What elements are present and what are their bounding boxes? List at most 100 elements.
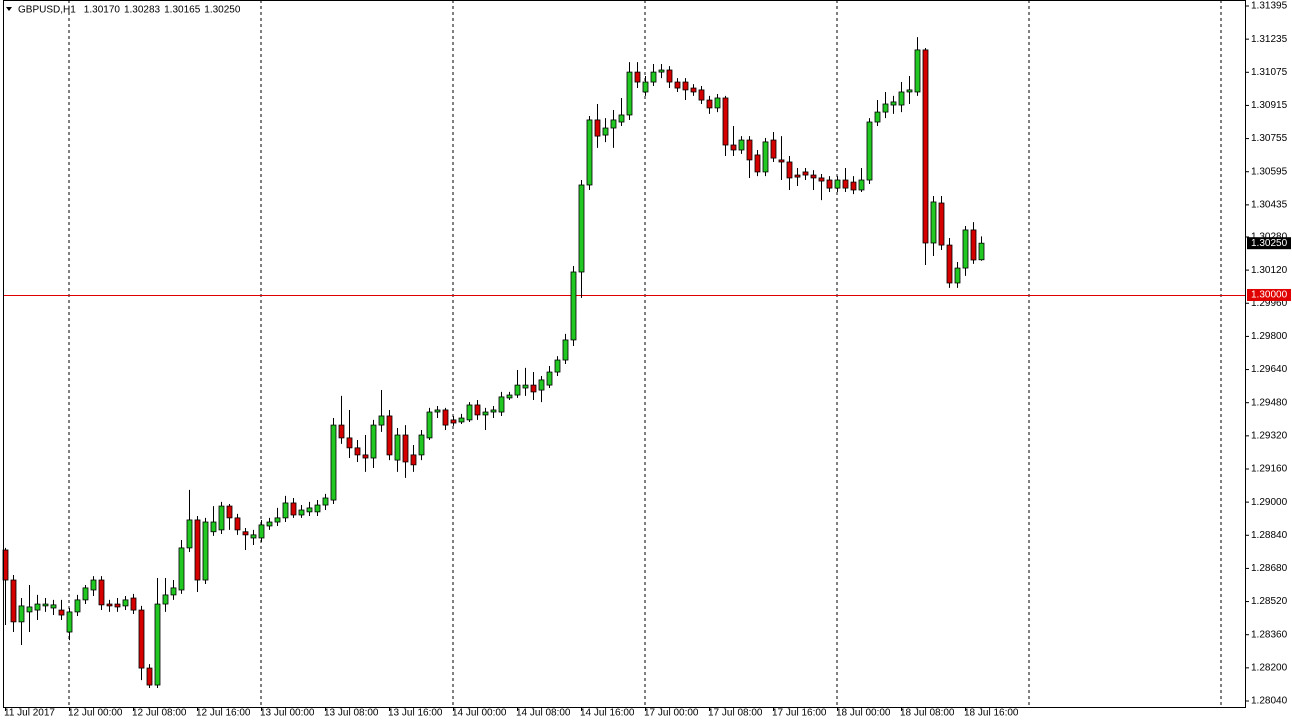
y-tick-label: 1.31075	[1251, 67, 1288, 78]
y-tick-label: 1.29640	[1251, 364, 1288, 375]
candle-body	[794, 174, 801, 178]
y-tick-label: 1.29160	[1251, 464, 1288, 475]
y-tick-label: 1.28520	[1251, 596, 1288, 607]
candle-body	[114, 603, 121, 608]
candle-body	[922, 49, 929, 244]
candle-body	[50, 604, 57, 609]
x-tick-label: 11 Jul 2017	[4, 708, 55, 719]
candle-body	[898, 91, 905, 106]
candle-body	[282, 502, 289, 519]
candle-body	[602, 127, 609, 136]
candle-body	[810, 174, 817, 179]
candle-body	[578, 184, 585, 273]
candle-body	[34, 603, 41, 611]
candle-body	[786, 161, 793, 179]
candle-body	[834, 179, 841, 189]
candle-body	[370, 424, 377, 459]
x-tick-label: 18 Jul 08:00	[900, 708, 955, 719]
candle-body	[226, 505, 233, 519]
y-tick-label: 1.31395	[1251, 1, 1288, 12]
candle-body	[258, 524, 265, 539]
candle-body	[890, 101, 897, 106]
candle-body	[618, 114, 625, 123]
candle-body	[234, 517, 241, 531]
candle-body	[18, 605, 25, 623]
y-tick-label: 1.30915	[1251, 100, 1288, 111]
candle-body	[402, 434, 409, 463]
candle-body	[970, 229, 977, 261]
candle-body	[562, 339, 569, 361]
y-tick-label: 1.30280	[1251, 232, 1288, 243]
y-tick-label: 1.30755	[1251, 133, 1288, 144]
candle-body	[650, 71, 657, 83]
candle-body	[722, 97, 729, 146]
candle-body	[530, 384, 537, 393]
candle-body	[362, 454, 369, 459]
candle-body	[434, 409, 441, 413]
candle-body	[26, 606, 33, 613]
candle-body	[634, 71, 641, 83]
candle-body	[554, 359, 561, 373]
candle-body	[66, 611, 73, 633]
x-tick-label: 17 Jul 00:00	[644, 708, 699, 719]
x-tick-label: 12 Jul 08:00	[132, 708, 187, 719]
x-tick-label: 18 Jul 00:00	[836, 708, 891, 719]
candle-body	[474, 404, 481, 416]
candle-body	[354, 447, 361, 456]
x-tick-label: 17 Jul 16:00	[772, 708, 827, 719]
y-tick-label: 1.30120	[1251, 265, 1288, 276]
candle-body	[130, 597, 137, 611]
candle-body	[954, 267, 961, 284]
candle-body	[738, 139, 745, 151]
candle-body	[330, 424, 337, 501]
candle-body	[194, 519, 201, 581]
candle-body	[714, 97, 721, 109]
candle-body	[82, 587, 89, 601]
y-tick-label: 1.29480	[1251, 397, 1288, 408]
candle-body	[570, 271, 577, 341]
candle-body	[482, 411, 489, 416]
candle-body	[818, 177, 825, 182]
candle-body	[802, 171, 809, 176]
candle-body	[914, 49, 921, 93]
x-tick-label: 13 Jul 16:00	[388, 708, 443, 719]
candle-body	[778, 159, 785, 163]
candle-body	[698, 89, 705, 101]
candle-body	[690, 87, 697, 93]
candle-body	[538, 379, 545, 391]
x-tick-label: 14 Jul 08:00	[516, 708, 571, 719]
current-price-label: 1.30250	[1251, 238, 1288, 249]
header-price: 1.30283	[124, 5, 161, 16]
x-tick-label: 17 Jul 08:00	[708, 708, 763, 719]
candle-body	[218, 505, 225, 531]
candle-body	[250, 534, 257, 539]
candle-body	[386, 415, 393, 456]
candle-body	[874, 111, 881, 123]
symbol-title: GBPUSD,H1	[18, 5, 76, 16]
plot-frame	[3, 0, 1246, 708]
x-tick-label: 12 Jul 00:00	[68, 708, 123, 719]
candle-body	[306, 507, 313, 513]
candle-body	[202, 521, 209, 581]
candle-body	[274, 517, 281, 523]
y-tick-label: 1.31235	[1251, 34, 1288, 45]
y-tick-label: 1.29000	[1251, 497, 1288, 508]
header-price: 1.30170	[84, 5, 121, 16]
candle-body	[90, 579, 97, 591]
x-tick-label: 12 Jul 16:00	[196, 708, 251, 719]
candle-body	[314, 504, 321, 513]
candle-body	[162, 594, 169, 605]
candle-body	[466, 404, 473, 421]
header-price: 1.30165	[164, 5, 201, 16]
candle-body	[450, 419, 457, 424]
symbol-menu-arrow[interactable]	[6, 7, 12, 11]
candle-body	[962, 229, 969, 269]
candle-body	[850, 181, 857, 191]
candle-body	[906, 89, 913, 93]
y-tick-label: 1.28040	[1251, 696, 1288, 707]
y-tick-label: 1.28840	[1251, 530, 1288, 541]
candle-body	[58, 609, 65, 616]
candle-body	[506, 394, 513, 399]
